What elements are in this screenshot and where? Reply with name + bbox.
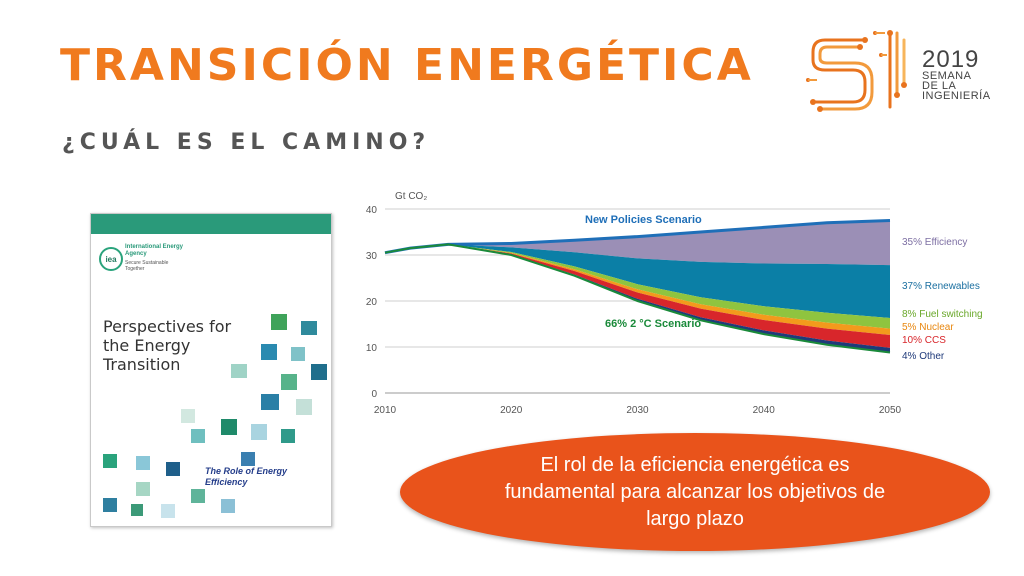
cover-top-band	[91, 214, 331, 234]
x-axis-ticks: 2010 2020 2030 2040 2050	[374, 405, 902, 416]
cover-title: Perspectives for the Energy Transition	[103, 317, 232, 374]
y-axis-label: Gt CO₂	[395, 191, 427, 202]
wedge-label: 8% Fuel switching	[902, 309, 983, 320]
logo-line-3: INGENIERÍA	[922, 90, 991, 102]
callout-text: El rol de la eficiencia energética es fu…	[504, 453, 886, 530]
cover-agency-name: International Energy Agency	[125, 244, 184, 257]
wedge-area	[385, 244, 890, 335]
cover-photo-tile	[281, 429, 295, 443]
cover-photo-tile	[166, 462, 180, 476]
x-tick-label: 2040	[753, 405, 776, 416]
wedge-area	[385, 244, 890, 329]
y-tick-label: 10	[366, 343, 378, 354]
wedge-area	[385, 220, 890, 266]
cover-photo-tile	[261, 394, 279, 410]
cover-photo-tile	[221, 499, 235, 513]
wedge-label: 37% Renewables	[902, 281, 980, 292]
chart-lines	[384, 219, 891, 354]
cover-tagline: Secure Sustainable Together	[125, 260, 169, 272]
y-tick-label: 20	[366, 297, 378, 308]
cover-photo-tile	[131, 504, 143, 516]
cover-photo-tile	[296, 399, 312, 415]
cover-subtitle: The Role of Energy Efficiency	[205, 466, 288, 487]
x-tick-label: 2010	[374, 405, 397, 416]
cover-photo-tile	[251, 424, 267, 440]
cover-photo-tile	[221, 419, 237, 435]
wedge-area	[385, 244, 890, 318]
cover-photo-tile	[241, 452, 255, 466]
callout-ellipse: El rol de la eficiencia energética es fu…	[400, 433, 990, 551]
y-tick-label: 30	[366, 251, 378, 262]
two-degree-line	[384, 243, 891, 354]
logo-year: 2019	[922, 46, 980, 73]
cover-photo-tile	[311, 364, 327, 380]
cover-photo-tile	[231, 364, 247, 378]
cover-photo-tile	[103, 454, 117, 468]
logo-line-1: SEMANA	[922, 70, 972, 82]
si-circuit-logo-icon	[806, 30, 907, 112]
cover-photo-tile	[136, 482, 150, 496]
wedge-label: 4% Other	[902, 351, 945, 362]
wedge-label: 5% Nuclear	[902, 322, 954, 333]
x-tick-label: 2050	[879, 405, 902, 416]
y-tick-label: 40	[366, 205, 378, 216]
wedge-labels: 35% Efficiency 37% Renewables 8% Fuel swit…	[902, 237, 983, 362]
cover-photo-tile	[271, 314, 287, 330]
cover-photo-tile	[261, 344, 277, 360]
two-degree-annotation: 66% 2 °C Scenario	[605, 318, 701, 330]
slide-subtitle: ¿CUÁL ES EL CAMINO?	[62, 130, 431, 155]
logo-line-2: DE LA	[922, 80, 957, 92]
y-tick-label: 0	[371, 389, 377, 400]
x-tick-label: 2030	[626, 405, 649, 416]
wedge-label: 10% CCS	[902, 335, 946, 346]
iea-logo-icon: iea	[99, 247, 123, 271]
cover-photo-tile	[136, 456, 150, 470]
cover-photo-tile	[301, 321, 317, 335]
cover-photo-tile	[191, 489, 205, 503]
x-tick-label: 2020	[500, 405, 523, 416]
cover-photo-tile	[191, 429, 205, 443]
cover-photo-tile	[181, 409, 195, 423]
y-axis-ticks: 0 10 20 30 40	[366, 205, 378, 400]
slide-title: TRANSICIÓN ENERGÉTICA	[60, 40, 754, 91]
cover-photo-tile	[103, 498, 117, 512]
cover-photo-tile	[161, 504, 175, 518]
cover-photo-tile	[291, 347, 305, 361]
wedge-label: 35% Efficiency	[902, 237, 967, 248]
chart-wedges	[385, 220, 890, 353]
wedge-area	[385, 244, 890, 348]
cover-photo-tile	[281, 374, 297, 390]
report-cover-image: iea International Energy Agency Secure S…	[90, 213, 332, 527]
new-policies-annotation: New Policies Scenario	[585, 214, 702, 226]
logo-text: 2019 SEMANA DE LA INGENIERÍA	[922, 46, 991, 102]
